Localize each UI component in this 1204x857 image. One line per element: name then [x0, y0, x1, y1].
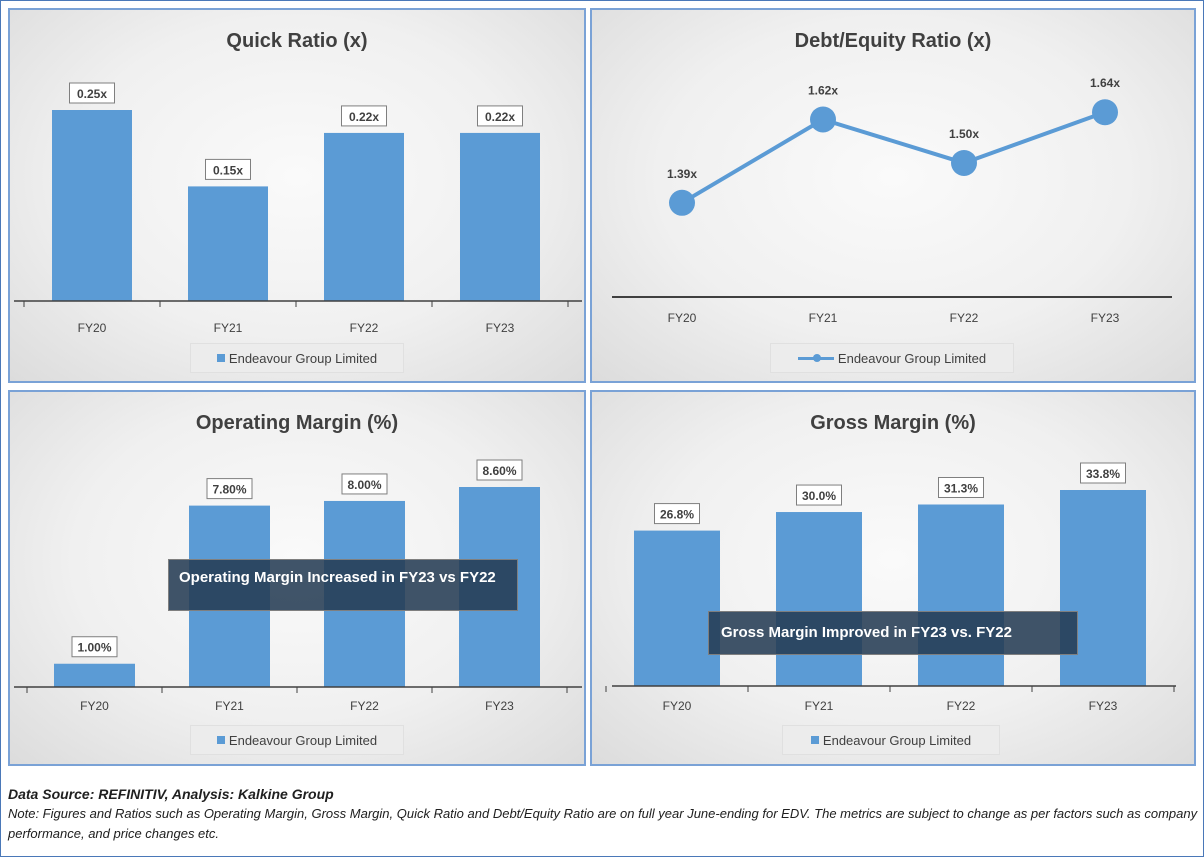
data-label-fy20-box [69, 82, 115, 104]
data-label-fy22: 31.3% [944, 481, 978, 495]
point-fy20 [669, 189, 695, 216]
data-label-fy23: 1.64x [1090, 76, 1120, 90]
point-fy21 [810, 106, 836, 133]
data-label-fy22-box [341, 473, 388, 495]
tick-label-fy20: FY20 [663, 699, 692, 713]
tick-label-fy22: FY22 [950, 311, 979, 325]
operating-margin-panel: Operating Margin (%) 1.00% 7.80% 8.00% 8.60… [8, 390, 586, 766]
bar-fy21 [776, 512, 862, 686]
tick-label-fy21: FY21 [215, 699, 244, 713]
legend-label: Endeavour Group Limited [228, 732, 378, 748]
data-label-fy22: 8.00% [347, 478, 381, 492]
data-label-fy22-box [341, 105, 387, 127]
quick-ratio-panel: Quick Ratio (x) 0.25x 0.15x 0.22x 0.22x FY20… [8, 8, 586, 383]
tick-label-fy22: FY22 [947, 699, 976, 713]
data-label-fy21: 1.62x [808, 83, 838, 97]
debt-equity-title: Debt/Equity Ratio (x) [794, 30, 992, 52]
data-label-fy22: 1.50x [949, 127, 979, 141]
data-label-fy20-box [654, 503, 700, 525]
quick-ratio-legend: Endeavour Group Limited [190, 343, 404, 373]
gross-margin-legend: Endeavour Group Limited [782, 725, 1000, 755]
gross-margin-callout: Gross Margin Improved in FY23 vs. FY22 [708, 611, 1078, 655]
point-fy23 [1092, 99, 1118, 126]
data-label-fy23-box [476, 459, 523, 481]
data-label-fy20: 0.25x [77, 87, 107, 101]
tick-label-fy23: FY23 [485, 699, 514, 713]
data-label-fy23: 8.60% [482, 464, 516, 478]
debt-equity-panel: Debt/Equity Ratio (x) 1.39x 1.62x 1.50x 1.6… [590, 8, 1196, 383]
bar-fy22 [324, 132, 404, 301]
gross-margin-panel: Gross Margin (%) 26.8% 30.0% 31.3% 33.8% FY2… [590, 390, 1196, 766]
legend-label: Endeavour Group Limited [228, 350, 378, 366]
tick-label-fy20: FY20 [78, 321, 107, 335]
data-label-fy21-box [796, 484, 842, 506]
gross-margin-chart: 26.8% 30.0% 31.3% 33.8% FY20 FY21 FY22 FY23 [605, 462, 1176, 713]
data-label-fy23-box [477, 105, 523, 127]
bar-fy21 [188, 186, 268, 301]
tick-label-fy22: FY22 [350, 321, 379, 335]
data-label-fy21-box [206, 478, 253, 500]
legend-swatch [810, 736, 819, 744]
bar-fy20 [634, 530, 720, 686]
legend-label: Endeavour Group Limited [822, 732, 972, 748]
bar-fy20 [54, 663, 135, 687]
tick-label-fy23: FY23 [1091, 311, 1120, 325]
data-label-fy20: 1.39x [667, 167, 697, 181]
data-label-fy22-box [938, 476, 984, 498]
footer: Data Source: REFINITIV, Analysis: Kalkin… [8, 786, 1198, 844]
data-label-fy23-box [1080, 462, 1126, 484]
gross-margin-title: Gross Margin (%) [810, 412, 976, 434]
bar-fy20 [52, 110, 132, 301]
operating-margin-legend: Endeavour Group Limited [190, 725, 404, 755]
quick-ratio-chart: 0.25x 0.15x 0.22x 0.22x FY20 FY21 FY22 FY23 [14, 82, 582, 335]
tick-label-fy23: FY23 [486, 321, 515, 335]
data-label-fy20-box [71, 636, 118, 658]
legend-swatch [216, 736, 225, 744]
tick-label-fy21: FY21 [214, 321, 243, 335]
data-label-fy23: 33.8% [1086, 467, 1120, 481]
data-label-fy21: 30.0% [802, 489, 836, 503]
data-source: Data Source: REFINITIV, Analysis: Kalkin… [8, 786, 334, 802]
tick-label-fy21: FY21 [809, 311, 838, 325]
data-label-fy21: 0.15x [213, 163, 243, 177]
tick-label-fy22: FY22 [350, 699, 379, 713]
bar-fy22 [918, 504, 1004, 686]
series-line [680, 110, 1106, 205]
data-label-fy22: 0.22x [349, 110, 379, 124]
operating-margin-callout: Operating Margin Increased in FY23 vs FY… [168, 559, 518, 611]
debt-equity-chart: 1.39x 1.62x 1.50x 1.64x FY20 FY21 FY22 FY23 [612, 76, 1172, 325]
bar-fy23 [1060, 490, 1146, 686]
data-label-fy20: 26.8% [660, 508, 694, 522]
legend-swatch [216, 354, 225, 362]
data-label-fy21-box [205, 158, 251, 180]
tick-label-fy20: FY20 [80, 699, 109, 713]
tick-label-fy23: FY23 [1089, 699, 1118, 713]
tick-label-fy21: FY21 [805, 699, 834, 713]
legend-label: Endeavour Group Limited [837, 350, 987, 366]
point-fy22 [951, 149, 977, 176]
data-label-fy21: 7.80% [212, 483, 246, 497]
debt-equity-legend: Endeavour Group Limited [770, 343, 1014, 373]
data-label-fy23: 0.22x [485, 110, 515, 124]
bar-fy23 [460, 132, 540, 301]
legend-swatch [797, 354, 834, 362]
operating-margin-title: Operating Margin (%) [195, 412, 399, 434]
data-label-fy20: 1.00% [77, 641, 111, 655]
tick-label-fy20: FY20 [668, 311, 697, 325]
footnote: Note: Figures and Ratios such as Operati… [8, 806, 1198, 841]
quick-ratio-title: Quick Ratio (x) [226, 30, 368, 52]
